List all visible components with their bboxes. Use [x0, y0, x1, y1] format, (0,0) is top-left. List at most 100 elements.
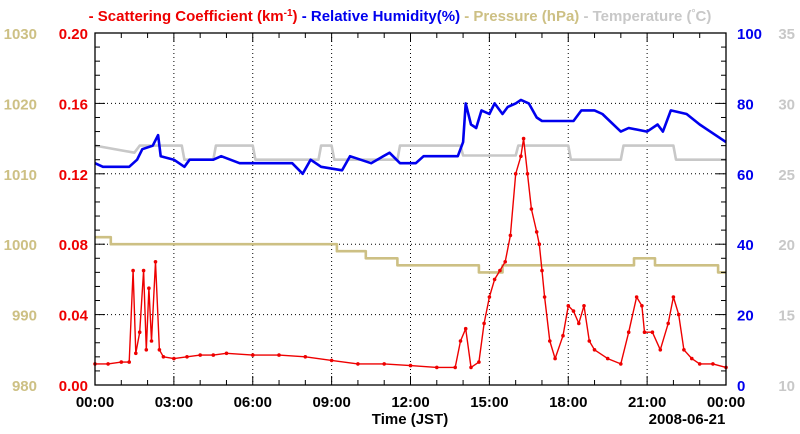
scattering-point [642, 330, 647, 335]
scattering-point [382, 362, 387, 366]
scattering-point [658, 348, 663, 352]
x-tick-label: 18:00 [549, 394, 587, 411]
legend-item: - Scattering Coefficient (km [89, 8, 284, 25]
humidity-axis-label: 0 [737, 378, 745, 395]
scattering-axis-label: 0.20 [59, 26, 88, 43]
humidity-axis-label: 40 [737, 237, 754, 254]
scattering-axis-label: 0.00 [59, 378, 88, 395]
scattering-point [458, 339, 463, 343]
x-tick-label: 09:00 [312, 394, 350, 411]
temperature-axis-label: 25 [778, 167, 795, 184]
scattering-point [277, 353, 281, 357]
scattering-point [529, 207, 534, 211]
temperature-axis-label: 35 [778, 26, 795, 43]
scattering-point [144, 348, 149, 352]
scattering-point [408, 363, 413, 368]
humidity-axis-label: 60 [737, 167, 754, 184]
scattering-point [513, 172, 518, 176]
relative-humidity-line [94, 98, 727, 176]
x-tick-label: 00:00 [76, 394, 114, 411]
scattering-point [666, 321, 670, 326]
scattering-point [198, 353, 202, 357]
scattering-point [619, 362, 623, 366]
scattering-point [482, 321, 486, 326]
scattering-point [525, 172, 530, 176]
scattering-point [676, 312, 681, 317]
scattering-point [329, 358, 334, 363]
legend-superscript: ° [692, 8, 696, 19]
scattering-axis-label: 0.12 [59, 167, 88, 184]
scattering-point [453, 365, 458, 370]
scattering-point [119, 360, 124, 364]
scattering-point [553, 356, 557, 361]
scattering-point [185, 355, 189, 359]
scattering-point [711, 362, 715, 366]
legend-item: - Temperature ( [579, 8, 691, 25]
scattering-point [477, 360, 481, 364]
scattering-point [640, 304, 644, 308]
pressure-axis-label: 1010 [4, 167, 37, 184]
tick-labels: 00:00 03:00 06:00 09:00 12:00 15:00 18:00 21:00… [4, 26, 795, 411]
scattering-point [106, 362, 110, 366]
scattering-point [650, 330, 655, 335]
scattering-point [577, 321, 581, 326]
legend-item: - Relative Humidity(%) [298, 8, 461, 25]
scattering-point [671, 295, 676, 299]
scattering-point [582, 304, 586, 308]
scattering-point [127, 360, 131, 364]
scattering-point [134, 351, 138, 356]
scattering-point [587, 339, 592, 343]
scattering-point [605, 356, 610, 361]
scattering-point [435, 365, 439, 370]
temperature-axis-label: 10 [778, 378, 795, 395]
scattering-point [697, 362, 702, 366]
scattering-point [571, 309, 576, 313]
legend-text: - Scattering Coefficient (km-1) - Relati… [89, 8, 712, 25]
x-tick-label: 06:00 [234, 394, 272, 411]
scattering-point [303, 355, 308, 359]
scattering-point [542, 295, 547, 299]
scattering-point [469, 365, 473, 370]
x-axis-label: Time (JST) [372, 411, 448, 428]
scattering-point [634, 295, 639, 299]
grid [95, 33, 726, 385]
scattering-point [161, 355, 166, 359]
pressure-axis-label: 1000 [4, 237, 37, 254]
scattering-point [566, 304, 571, 308]
scattering-axis-label: 0.08 [59, 237, 88, 254]
x-tick-label: 03:00 [155, 394, 193, 411]
scattering-point [537, 242, 542, 246]
x-tick-label: 12:00 [391, 394, 429, 411]
scattering-point [251, 353, 255, 357]
legend-item-tail: C) [696, 8, 712, 25]
pressure-line [95, 235, 726, 274]
axis-ticks [94, 32, 727, 386]
temperature-axis-label: 15 [778, 308, 795, 325]
scattering-point [172, 356, 176, 361]
pressure-axis-label: 1020 [4, 96, 37, 113]
scattering-point [141, 268, 146, 273]
scattering-point [561, 333, 565, 338]
pressure-axis-label: 1030 [4, 26, 37, 43]
scattering-point [463, 326, 468, 331]
humidity-axis-label: 100 [737, 26, 762, 43]
scattering-point [548, 339, 552, 343]
scattering-axis-label: 0.16 [59, 96, 88, 113]
scattering-point [487, 295, 492, 299]
scattering-point [540, 268, 544, 273]
scattering-point [682, 348, 686, 352]
scattering-point [153, 260, 158, 264]
legend-item-tail: ) [293, 8, 298, 25]
scattering-point [626, 330, 631, 335]
x-tick-label: 15:00 [470, 394, 508, 411]
scattering-point [503, 260, 508, 264]
scattering-point [519, 154, 523, 158]
x-tick-label: 00:00 [707, 394, 745, 411]
legend-item: - Pressure (hPa) [460, 8, 579, 25]
date-label: 2008-06-21 [649, 411, 726, 428]
humidity-axis-label: 80 [737, 96, 754, 113]
scattering-point [224, 351, 229, 356]
scattering-point [690, 356, 694, 361]
series-layer [93, 98, 728, 370]
